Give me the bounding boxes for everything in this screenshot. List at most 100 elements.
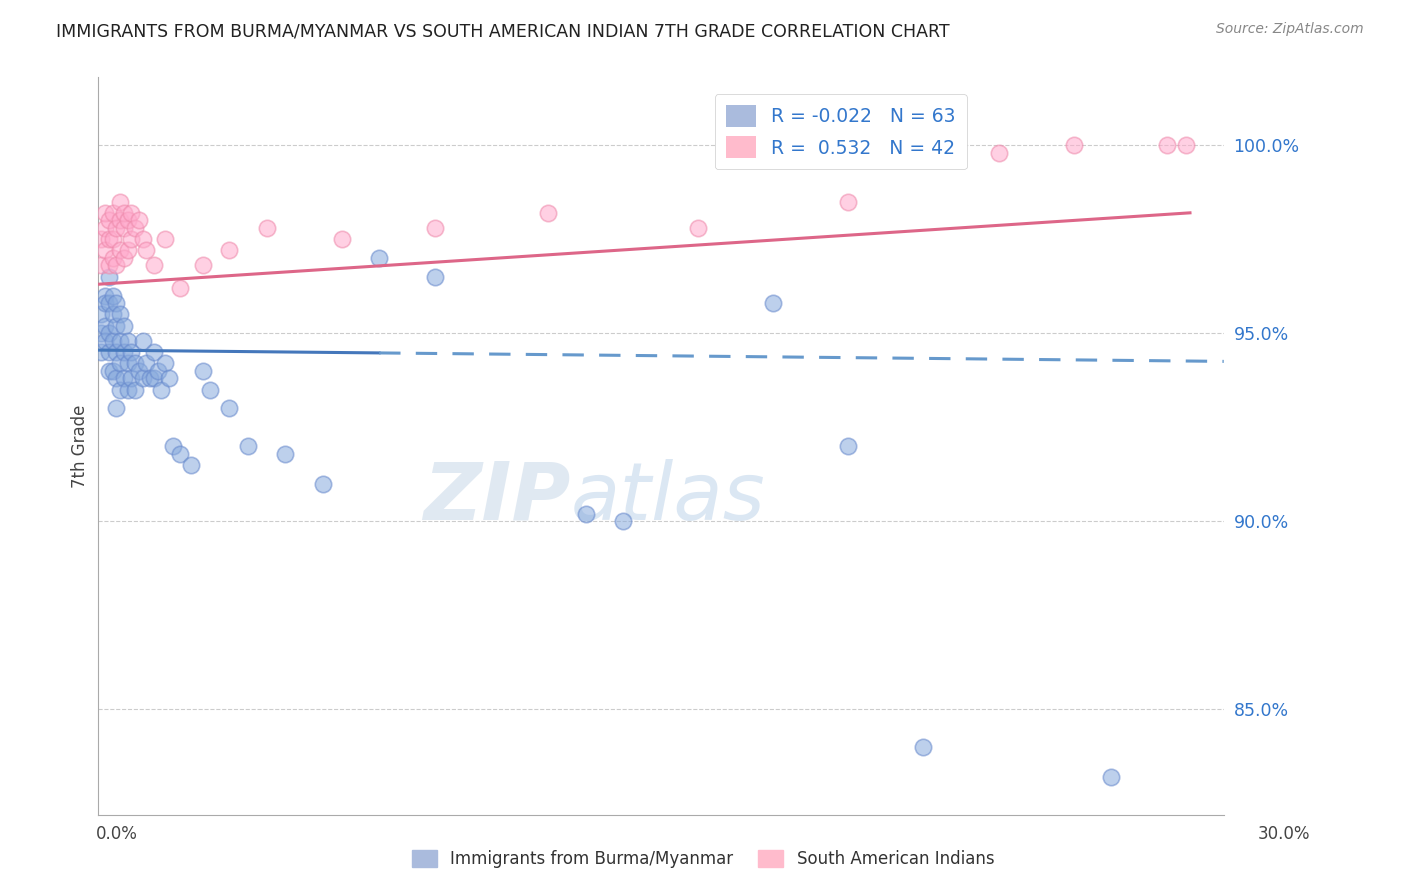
- Point: [425, 220, 447, 235]
- Point: [537, 206, 560, 220]
- Point: [128, 213, 150, 227]
- Point: [120, 232, 142, 246]
- Text: atlas: atlas: [571, 458, 765, 537]
- Point: [108, 334, 131, 348]
- Point: [101, 364, 124, 378]
- Point: [90, 232, 112, 246]
- Point: [105, 401, 128, 416]
- Point: [169, 281, 191, 295]
- Point: [112, 220, 135, 235]
- Point: [117, 244, 139, 258]
- Point: [162, 439, 184, 453]
- Point: [191, 259, 214, 273]
- Point: [142, 259, 165, 273]
- Point: [153, 232, 176, 246]
- Point: [97, 364, 120, 378]
- Point: [1175, 138, 1198, 153]
- Point: [135, 356, 157, 370]
- Point: [112, 345, 135, 359]
- Point: [97, 326, 120, 341]
- Point: [120, 206, 142, 220]
- Point: [1099, 770, 1122, 784]
- Point: [105, 220, 128, 235]
- Point: [169, 446, 191, 460]
- Point: [274, 446, 297, 460]
- Point: [117, 334, 139, 348]
- Point: [112, 206, 135, 220]
- Text: Source: ZipAtlas.com: Source: ZipAtlas.com: [1216, 22, 1364, 37]
- Point: [612, 514, 634, 528]
- Point: [218, 401, 240, 416]
- Point: [120, 345, 142, 359]
- Point: [218, 244, 240, 258]
- Point: [108, 244, 131, 258]
- Point: [97, 345, 120, 359]
- Point: [97, 232, 120, 246]
- Point: [90, 259, 112, 273]
- Point: [368, 251, 391, 265]
- Point: [312, 476, 335, 491]
- Point: [101, 251, 124, 265]
- Point: [105, 345, 128, 359]
- Point: [101, 307, 124, 321]
- Point: [112, 371, 135, 385]
- Point: [124, 383, 146, 397]
- Point: [90, 345, 112, 359]
- Point: [105, 296, 128, 310]
- Point: [112, 318, 135, 333]
- Point: [94, 296, 117, 310]
- Point: [101, 206, 124, 220]
- Point: [101, 288, 124, 302]
- Point: [762, 296, 785, 310]
- Point: [574, 507, 596, 521]
- Point: [97, 259, 120, 273]
- Point: [150, 383, 173, 397]
- Point: [837, 194, 859, 209]
- Text: IMMIGRANTS FROM BURMA/MYANMAR VS SOUTH AMERICAN INDIAN 7TH GRADE CORRELATION CHA: IMMIGRANTS FROM BURMA/MYANMAR VS SOUTH A…: [56, 22, 950, 40]
- Point: [108, 213, 131, 227]
- Legend: R = -0.022   N = 63, R =  0.532   N = 42: R = -0.022 N = 63, R = 0.532 N = 42: [714, 95, 967, 169]
- Point: [90, 307, 112, 321]
- Point: [94, 318, 117, 333]
- Point: [101, 334, 124, 348]
- Point: [105, 371, 128, 385]
- Point: [105, 259, 128, 273]
- Point: [94, 220, 117, 235]
- Point: [1063, 138, 1085, 153]
- Point: [94, 288, 117, 302]
- Text: 30.0%: 30.0%: [1258, 825, 1310, 843]
- Point: [139, 371, 162, 385]
- Text: 0.0%: 0.0%: [96, 825, 138, 843]
- Point: [117, 356, 139, 370]
- Point: [425, 269, 447, 284]
- Point: [97, 269, 120, 284]
- Point: [94, 244, 117, 258]
- Point: [135, 244, 157, 258]
- Point: [688, 220, 710, 235]
- Point: [108, 356, 131, 370]
- Point: [108, 307, 131, 321]
- Legend: Immigrants from Burma/Myanmar, South American Indians: Immigrants from Burma/Myanmar, South Ame…: [405, 843, 1001, 875]
- Point: [131, 232, 153, 246]
- Point: [1156, 138, 1178, 153]
- Point: [131, 334, 153, 348]
- Point: [97, 296, 120, 310]
- Point: [117, 383, 139, 397]
- Point: [146, 364, 169, 378]
- Point: [180, 458, 202, 472]
- Point: [97, 213, 120, 227]
- Point: [236, 439, 259, 453]
- Text: ZIP: ZIP: [423, 458, 571, 537]
- Point: [256, 220, 278, 235]
- Point: [108, 383, 131, 397]
- Point: [128, 364, 150, 378]
- Point: [124, 220, 146, 235]
- Point: [157, 371, 180, 385]
- Y-axis label: 7th Grade: 7th Grade: [72, 404, 89, 488]
- Point: [117, 213, 139, 227]
- Point: [198, 383, 221, 397]
- Point: [108, 194, 131, 209]
- Point: [142, 345, 165, 359]
- Point: [153, 356, 176, 370]
- Point: [987, 145, 1010, 160]
